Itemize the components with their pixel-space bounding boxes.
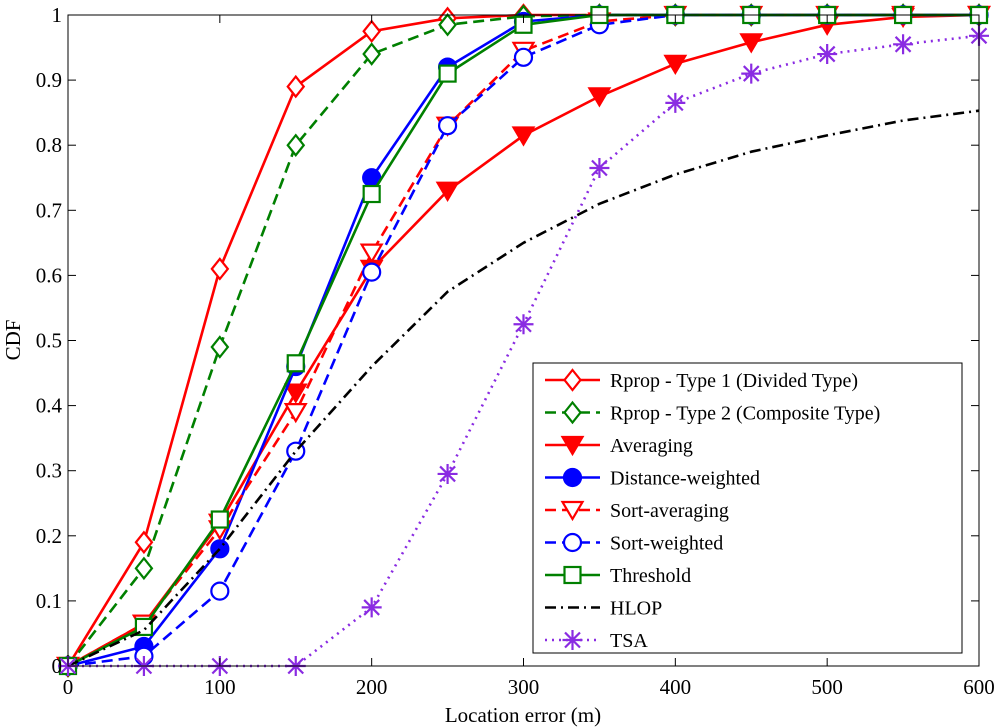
data-point-rprop-type-2-composite-type: [286, 133, 306, 157]
data-point-tsa: [437, 463, 458, 484]
x-tick-label: 0: [63, 675, 74, 699]
legend-label-tsa: TSA: [610, 630, 648, 652]
legend-marker-distance-weighted: [562, 467, 583, 488]
legend-label-sort-averaging: Sort-averaging: [610, 500, 729, 522]
data-point-averaging: [739, 33, 764, 54]
legend-label-distance-weighted: Distance-weighted: [610, 468, 760, 490]
x-tick-label: 100: [204, 675, 236, 699]
y-tick-label: 0.1: [36, 589, 62, 613]
data-point-rprop-type-1-divided-type: [362, 19, 382, 44]
series-line-hlop: [67, 109, 980, 668]
legend-label-sort-weighted: Sort-weighted: [610, 533, 723, 555]
legend-item-distance-weighted: Distance-weighted: [545, 468, 760, 490]
legend-marker-sort-weighted: [562, 532, 583, 553]
y-axis-title: CDF: [1, 320, 25, 361]
legend-item-threshold: Threshold: [545, 565, 691, 587]
data-point-rprop-type-2-composite-type: [210, 335, 230, 359]
legend-label-rprop-type-2-composite-type: Rprop - Type 2 (Composite Type): [610, 403, 880, 425]
series-hlop: [67, 109, 980, 668]
data-point-threshold: [210, 510, 229, 529]
series-layer: [56, 3, 991, 678]
y-tick-label: 1: [52, 3, 63, 27]
data-point-averaging: [587, 87, 612, 108]
y-tick-label: 0.5: [36, 329, 62, 353]
ticks-layer: 0 100 200 300 400 500 600 0 0.1 0.2 0.3 0.4 0.5 0.6 0.…: [36, 3, 995, 699]
data-point-tsa: [665, 92, 686, 113]
data-point-threshold: [438, 64, 457, 83]
legend-box: [532, 362, 963, 654]
x-axis-title: Location error (m): [445, 703, 601, 727]
data-point-tsa: [893, 34, 914, 55]
data-point-sort-weighted: [513, 47, 534, 67]
legend-item-sort-weighted: Sort-weighted: [545, 533, 723, 555]
y-tick-label: 0.2: [36, 524, 62, 548]
legend-item-rprop-type-2-composite-type: Rprop - Type 2 (Composite Type): [545, 400, 880, 425]
legend-items: Rprop - Type 1 (Divided Type) Rprop - Typ…: [545, 368, 880, 652]
y-tick-label: 0.4: [36, 394, 63, 418]
legend-marker-rprop-type-2-composite-type: [563, 400, 582, 425]
x-tick-label: 600: [963, 675, 995, 699]
y-tick-label: 0.3: [36, 459, 62, 483]
legend-label-hlop: HLOP: [610, 598, 662, 620]
data-point-tsa: [589, 157, 610, 178]
data-point-averaging: [283, 383, 308, 404]
data-point-sort-weighted: [210, 581, 230, 601]
legend-item-rprop-type-1-divided-type: Rprop - Type 1 (Divided Type): [545, 368, 858, 392]
legend-label-rprop-type-1-divided-type: Rprop - Type 1 (Divided Type): [610, 370, 858, 392]
data-point-threshold: [134, 617, 154, 637]
data-point-sort-averaging: [283, 403, 308, 424]
y-tick-label: 0.6: [36, 263, 62, 287]
y-tick-label: 0.8: [36, 133, 62, 157]
y-tick-label: 0.9: [36, 68, 62, 92]
legend-item-sort-averaging: Sort-averaging: [545, 500, 729, 522]
data-point-tsa: [741, 63, 762, 84]
y-tick-label: 0: [52, 654, 63, 678]
x-tick-label: 500: [811, 675, 843, 699]
legend-marker-tsa: [562, 630, 583, 650]
data-point-rprop-type-1-divided-type: [210, 257, 230, 281]
data-point-sort-averaging: [359, 243, 384, 264]
data-point-rprop-type-1-divided-type: [286, 74, 306, 99]
data-point-averaging: [435, 181, 460, 202]
data-point-rprop-type-2-composite-type: [438, 13, 457, 37]
legend-marker-rprop-type-1-divided-type: [563, 368, 582, 392]
legend-marker-threshold: [563, 565, 582, 585]
data-point-sort-weighted: [362, 262, 382, 282]
y-tick-label: 0.7: [36, 198, 62, 222]
data-point-tsa: [361, 597, 382, 618]
legend-label-averaging: Averaging: [610, 435, 693, 457]
data-point-threshold: [286, 354, 305, 373]
data-point-averaging: [663, 54, 688, 75]
data-point-tsa: [817, 44, 838, 65]
legend-label-threshold: Threshold: [610, 565, 691, 587]
data-point-averaging: [511, 126, 536, 147]
data-point-rprop-type-2-composite-type: [362, 42, 382, 66]
legend-item-tsa: TSA: [545, 630, 648, 652]
data-point-threshold: [362, 184, 381, 204]
data-point-rprop-type-2-composite-type: [134, 556, 154, 581]
x-tick-label: 200: [356, 675, 388, 699]
legend-item-hlop: HLOP: [545, 598, 662, 620]
data-point-sort-weighted: [437, 116, 458, 136]
legend-marker-averaging: [560, 435, 585, 457]
x-tick-label: 300: [508, 675, 540, 699]
legend: Rprop - Type 1 (Divided Type) Rprop - Typ…: [532, 362, 963, 654]
x-tick-label: 400: [660, 675, 692, 699]
legend-item-averaging: Averaging: [545, 435, 693, 457]
data-point-tsa: [513, 314, 534, 335]
data-point-rprop-type-1-divided-type: [134, 530, 154, 555]
legend-marker-sort-averaging: [560, 500, 585, 522]
